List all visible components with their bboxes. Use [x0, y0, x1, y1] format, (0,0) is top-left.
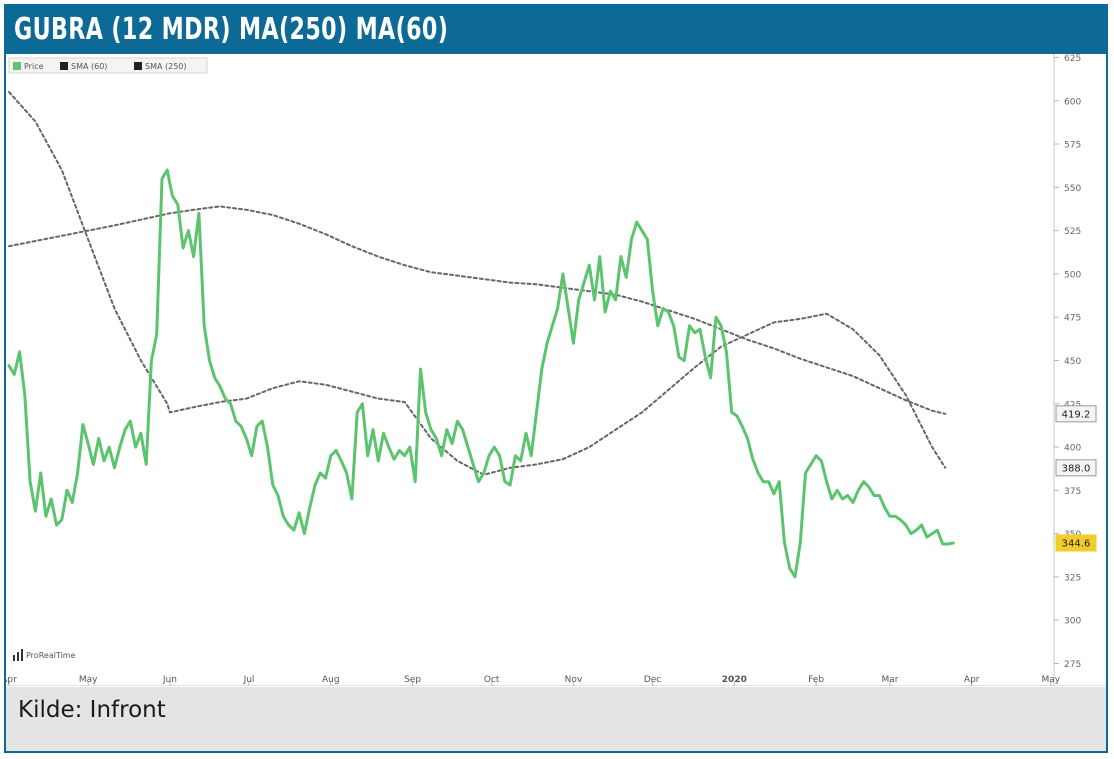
y-tick-label: 500: [1064, 270, 1081, 280]
y-tick-label: 300: [1064, 617, 1081, 627]
chart-card: GUBRA (12 MDR) MA(250) MA(60) 275 300 325 3…: [4, 4, 1108, 753]
source-caption: Kilde: Infront: [18, 697, 166, 723]
y-tick-label: 475: [1064, 314, 1081, 324]
x-tick-label: Apr: [6, 675, 17, 685]
x-tick-label: Mar: [881, 675, 898, 685]
x-tick-label: Sep: [404, 675, 421, 685]
y-tick-label: 425: [1064, 400, 1081, 410]
y-tick-label: 275: [1064, 660, 1081, 670]
y-tick-label: 400: [1064, 444, 1081, 454]
legend-sma60-label: SMA (60): [71, 62, 107, 71]
y-tick-label: 625: [1064, 54, 1081, 64]
legend-price-swatch: [13, 62, 21, 70]
x-tick-label: May: [1042, 675, 1061, 685]
title-bar: GUBRA (12 MDR) MA(250) MA(60): [6, 6, 1106, 54]
x-tick-label: 2020: [722, 675, 747, 685]
y-tick-label: 600: [1064, 97, 1081, 107]
series-line-price: [7, 168, 955, 579]
value-badge-label: 388.0: [1062, 463, 1091, 474]
value-badge: [1055, 405, 1097, 423]
watermark: ProRealTime: [13, 649, 76, 661]
chart-title: GUBRA (12 MDR) MA(250) MA(60): [14, 12, 449, 47]
y-tick-label: 375: [1064, 487, 1081, 497]
x-tick-label: Dec: [644, 675, 661, 685]
x-tick-label: Nov: [565, 675, 583, 685]
value-badge-label: 344.6: [1062, 538, 1091, 549]
x-tick-label: Apr: [964, 675, 980, 685]
chart-background: [6, 54, 1106, 686]
series-line-sma-250: [8, 205, 947, 415]
caption-bar: Kilde: Infront: [6, 687, 1106, 751]
x-tick-label: Jul: [243, 675, 255, 685]
watermark-text: ProRealTime: [26, 651, 76, 660]
y-tick-label: 550: [1064, 184, 1081, 194]
legend-sma250-swatch: [134, 62, 142, 70]
y-tick-label: 575: [1064, 141, 1081, 151]
watermark-bar-icon: [13, 655, 15, 661]
value-badge-label: 419.2: [1062, 409, 1091, 420]
legend-price-label: Price: [24, 62, 44, 71]
series-layer: [7, 91, 955, 579]
legend-sma250-label: SMA (250): [145, 62, 187, 71]
x-tick-label: Feb: [808, 675, 824, 685]
x-tick-label: Jun: [162, 675, 177, 685]
legend-box: [8, 57, 208, 74]
value-badge: [1055, 534, 1097, 552]
x-axis-ticks: Apr May Jun Jul Aug Sep Oct Nov Dec 2020 Feb Mar Apr…: [6, 675, 1061, 686]
value-badge: [1055, 459, 1097, 477]
price-chart: 2753003253503754004254504755005255505756…: [6, 54, 1106, 686]
legend-sma60-swatch: [60, 62, 68, 70]
legend: Price SMA (60) SMA (250): [8, 57, 208, 74]
y-tick-label: 325: [1064, 573, 1081, 583]
series-line-sma-60: [8, 91, 947, 476]
x-tick-label: Aug: [322, 675, 340, 685]
x-tick-label: Oct: [484, 675, 500, 685]
y-tick-label: 525: [1064, 227, 1081, 237]
value-badges: 419.2 388.0 344.6: [1055, 405, 1097, 552]
x-tick-label: May: [79, 675, 98, 685]
y-tick-label: 450: [1064, 357, 1081, 367]
